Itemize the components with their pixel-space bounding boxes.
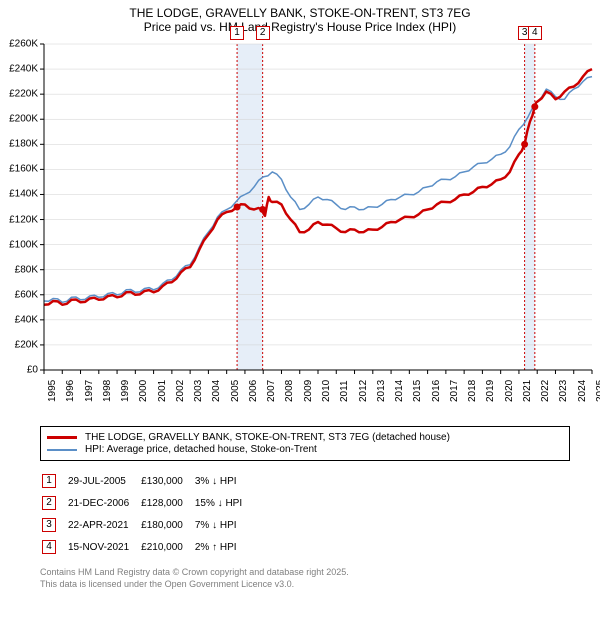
event-row-delta: 3% ↓ HPI: [195, 471, 252, 491]
y-tick-label: £140K: [2, 189, 38, 200]
x-tick-label: 2024: [577, 380, 588, 402]
legend-box: THE LODGE, GRAVELLY BANK, STOKE-ON-TRENT…: [40, 426, 570, 461]
event-dot-3: [521, 141, 528, 148]
legend-label: HPI: Average price, detached house, Stok…: [85, 444, 317, 455]
event-row-date: 21-DEC-2006: [68, 493, 139, 513]
event-dot-2: [259, 206, 266, 213]
x-tick-label: 2021: [522, 380, 533, 402]
event-row-price: £130,000: [141, 471, 193, 491]
event-row-date: 29-JUL-2005: [68, 471, 139, 491]
chart-title-block: THE LODGE, GRAVELLY BANK, STOKE-ON-TRENT…: [0, 0, 600, 34]
footnote-line-2: This data is licensed under the Open Gov…: [40, 579, 570, 591]
event-row-marker: 3: [42, 518, 56, 532]
x-tick-label: 2010: [321, 380, 332, 402]
legend-swatch: [47, 449, 77, 451]
event-row-delta: 2% ↑ HPI: [195, 537, 252, 557]
legend-row-hpi: HPI: Average price, detached house, Stok…: [47, 444, 563, 455]
y-tick-label: £240K: [2, 64, 38, 75]
x-tick-label: 2020: [504, 380, 515, 402]
x-tick-label: 2005: [230, 380, 241, 402]
footnote-line-1: Contains HM Land Registry data © Crown c…: [40, 567, 570, 579]
event-row-delta: 7% ↓ HPI: [195, 515, 252, 535]
x-tick-label: 2015: [412, 380, 423, 402]
y-tick-label: £180K: [2, 139, 38, 150]
legend-row-price_paid: THE LODGE, GRAVELLY BANK, STOKE-ON-TRENT…: [47, 432, 563, 443]
event-row-price: £180,000: [141, 515, 193, 535]
x-tick-label: 2006: [248, 380, 259, 402]
x-tick-label: 2025: [595, 380, 600, 402]
x-tick-label: 2016: [431, 380, 442, 402]
legend-swatch: [47, 436, 77, 439]
y-tick-label: £0: [2, 365, 38, 376]
y-tick-label: £100K: [2, 239, 38, 250]
event-dot-1: [234, 204, 241, 211]
legend-label: THE LODGE, GRAVELLY BANK, STOKE-ON-TRENT…: [85, 432, 450, 443]
y-tick-label: £220K: [2, 89, 38, 100]
event-row-marker: 4: [42, 540, 56, 554]
footnote: Contains HM Land Registry data © Crown c…: [40, 567, 570, 590]
x-tick-label: 2012: [358, 380, 369, 402]
event-row-marker-cell: 4: [42, 537, 66, 557]
event-row-marker-cell: 1: [42, 471, 66, 491]
x-tick-label: 2013: [376, 380, 387, 402]
y-tick-label: £20K: [2, 339, 38, 350]
event-row-delta: 15% ↓ HPI: [195, 493, 252, 513]
x-tick-label: 2019: [485, 380, 496, 402]
x-tick-label: 2008: [284, 380, 295, 402]
event-row: 4 15-NOV-2021£210,0002% ↑ HPI: [42, 537, 252, 557]
y-tick-label: £80K: [2, 264, 38, 275]
x-tick-label: 2023: [558, 380, 569, 402]
event-row-date: 15-NOV-2021: [68, 537, 139, 557]
x-tick-label: 2009: [303, 380, 314, 402]
event-row: 3 22-APR-2021£180,0007% ↓ HPI: [42, 515, 252, 535]
y-tick-label: £260K: [2, 39, 38, 50]
y-tick-label: £160K: [2, 164, 38, 175]
event-row-marker: 2: [42, 496, 56, 510]
x-tick-label: 2022: [540, 380, 551, 402]
x-tick-label: 2011: [339, 380, 350, 402]
event-row-price: £128,000: [141, 493, 193, 513]
title-line-1: THE LODGE, GRAVELLY BANK, STOKE-ON-TRENT…: [0, 6, 600, 20]
event-row: 1 29-JUL-2005£130,0003% ↓ HPI: [42, 471, 252, 491]
x-tick-label: 2001: [157, 380, 168, 402]
x-tick-label: 2004: [211, 380, 222, 402]
y-tick-label: £200K: [2, 114, 38, 125]
events-table: 1 29-JUL-2005£130,0003% ↓ HPI 2 21-DEC-2006…: [40, 469, 254, 559]
x-tick-label: 2018: [467, 380, 478, 402]
x-tick-label: 2007: [266, 380, 277, 402]
event-row-marker: 1: [42, 474, 56, 488]
event-row-date: 22-APR-2021: [68, 515, 139, 535]
x-tick-label: 1996: [65, 380, 76, 402]
event-row-marker-cell: 2: [42, 493, 66, 513]
event-row-marker-cell: 3: [42, 515, 66, 535]
x-tick-label: 1998: [102, 380, 113, 402]
x-tick-label: 2000: [138, 380, 149, 402]
event-marker-1: 1: [230, 26, 244, 40]
y-tick-label: £120K: [2, 214, 38, 225]
event-dot-4: [531, 103, 538, 110]
x-tick-label: 2003: [193, 380, 204, 402]
event-marker-2: 2: [256, 26, 270, 40]
y-tick-label: £40K: [2, 314, 38, 325]
x-tick-label: 1999: [120, 380, 131, 402]
event-row-price: £210,000: [141, 537, 193, 557]
chart-area: £0 £20K £40K £60K £80K £100K £120K £140K £160K £1…: [0, 40, 600, 420]
event-marker-4: 4: [528, 26, 542, 40]
chart-svg: [0, 40, 600, 420]
title-line-2: Price paid vs. HM Land Registry's House …: [0, 20, 600, 34]
x-tick-label: 1995: [47, 380, 58, 402]
x-tick-label: 2014: [394, 380, 405, 402]
y-tick-label: £60K: [2, 289, 38, 300]
x-tick-label: 2002: [175, 380, 186, 402]
x-tick-label: 1997: [84, 380, 95, 402]
x-tick-label: 2017: [449, 380, 460, 402]
event-row: 2 21-DEC-2006£128,00015% ↓ HPI: [42, 493, 252, 513]
